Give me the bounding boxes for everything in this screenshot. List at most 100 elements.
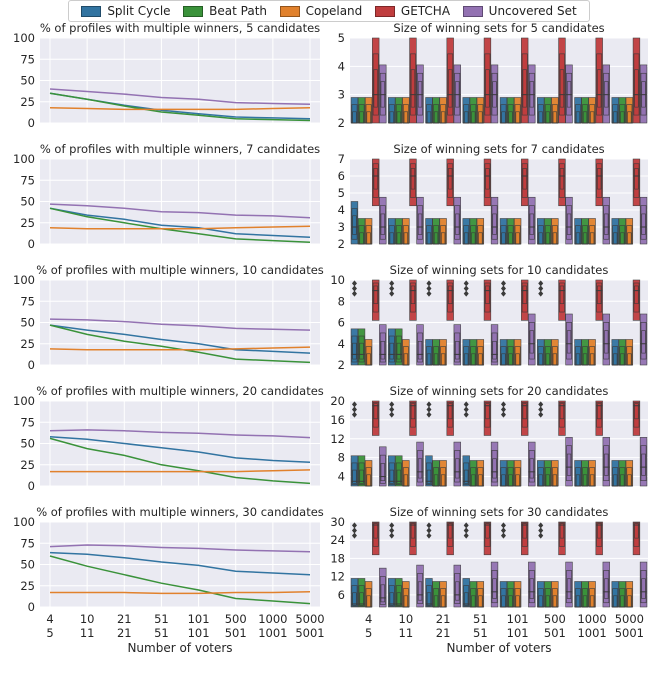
boxen-box	[389, 592, 394, 606]
boxen-box	[410, 168, 416, 190]
boxen-box	[485, 285, 490, 305]
boxen-box	[538, 595, 543, 608]
outlier-marker	[351, 401, 357, 408]
series-line-copeland	[49, 346, 311, 351]
outlier-marker	[463, 411, 469, 418]
boxen-box	[641, 330, 646, 354]
outlier-marker	[426, 290, 432, 297]
outlier-marker	[463, 290, 469, 297]
boxen-box	[380, 340, 385, 360]
series-line-copeland	[50, 469, 311, 473]
boxen-box	[522, 403, 527, 420]
boxen-box	[522, 69, 527, 108]
series-line-beat-path	[49, 92, 311, 122]
boxen-box	[359, 592, 364, 606]
boxen-box	[559, 403, 565, 420]
boxen-box	[433, 111, 439, 124]
legend-entry-uncovered-set: Uncovered Set	[462, 4, 577, 18]
boxen-box	[366, 595, 371, 608]
boxen-box	[441, 111, 446, 124]
boxen-box	[417, 581, 423, 601]
y-tick-label: 8	[338, 451, 345, 465]
series-line-uncovered-set	[49, 544, 311, 553]
boxen-box	[559, 523, 565, 539]
y-tick-label: 5	[338, 31, 345, 45]
x-tick-label: 5	[365, 626, 372, 640]
boxen-box	[352, 592, 357, 606]
boxen-box	[478, 474, 483, 487]
series-line-uncovered-set	[49, 88, 311, 106]
x-tick-label: 21	[117, 612, 132, 626]
y-tick-label: 25	[20, 579, 35, 593]
boxen-box	[634, 523, 639, 539]
outlier-marker	[538, 532, 544, 539]
boxen-box	[597, 168, 602, 190]
boxen-box	[590, 111, 595, 124]
y-tick-label: 5	[338, 186, 345, 200]
series-line-split-cycle	[49, 435, 311, 463]
boxen-box	[366, 474, 371, 487]
x-tick-label: 101	[507, 626, 529, 640]
boxen-box	[508, 232, 513, 245]
outlier-marker	[500, 290, 506, 297]
boxen-box	[448, 403, 453, 420]
outlier-marker	[538, 290, 544, 297]
boxen-box	[590, 474, 595, 487]
boxen-box	[575, 232, 581, 245]
outlier-marker	[500, 280, 506, 287]
boxen-box	[515, 474, 520, 487]
boxen-box	[529, 213, 534, 235]
y-tick-label: 12	[330, 432, 345, 446]
boxen-box	[433, 353, 439, 366]
outlier-marker	[500, 532, 506, 539]
outlier-marker	[351, 527, 357, 534]
boxen-box	[515, 232, 520, 245]
boxen-box	[613, 111, 618, 124]
boxen-box	[448, 168, 453, 190]
boxen-box	[426, 232, 432, 245]
legend-label: Copeland	[305, 4, 363, 18]
y-tick-label: 2	[338, 116, 345, 130]
y-tick-label: 100	[13, 152, 35, 166]
boxen-box	[403, 595, 408, 608]
outlier-marker	[389, 280, 395, 287]
boxen-box	[478, 232, 483, 245]
boxen-box	[478, 595, 483, 608]
y-tick-label: 75	[20, 52, 35, 66]
boxen-box	[515, 111, 520, 124]
boxen-box	[620, 353, 625, 366]
y-tick-label: 6	[338, 588, 345, 602]
y-tick-label: 100	[13, 273, 35, 287]
y-tick-label: 20	[330, 394, 345, 408]
boxen-box	[485, 168, 490, 190]
boxen-box	[441, 474, 446, 487]
legend-entry-split-cycle: Split Cycle	[81, 4, 171, 18]
boxen-box	[522, 523, 527, 539]
outlier-marker	[426, 406, 432, 413]
y-tick-label: 0	[28, 358, 35, 372]
x-tick-label: 101	[507, 612, 529, 626]
boxen-box	[359, 111, 364, 124]
boxen-box	[396, 469, 401, 484]
boxen-box	[389, 342, 394, 360]
x-tick-label: 10	[399, 612, 414, 626]
boxen-box	[538, 232, 543, 245]
y-tick-label: 16	[330, 413, 345, 427]
boxen-box	[359, 232, 364, 245]
boxen-box	[471, 595, 476, 608]
boxen-box	[478, 111, 483, 124]
outlier-marker	[351, 411, 357, 418]
y-tick-label: 0	[28, 600, 35, 614]
legend-swatch	[279, 5, 300, 17]
outlier-marker	[351, 532, 357, 539]
boxen-box	[604, 578, 609, 599]
boxen-box	[389, 111, 394, 124]
boxen-box	[538, 111, 543, 124]
outlier-marker	[389, 527, 395, 534]
boxen-box	[597, 69, 602, 108]
boxen-box	[455, 458, 460, 479]
x-tick-label: 11	[80, 626, 95, 640]
outlier-marker	[500, 527, 506, 534]
boxen-box	[545, 474, 550, 487]
